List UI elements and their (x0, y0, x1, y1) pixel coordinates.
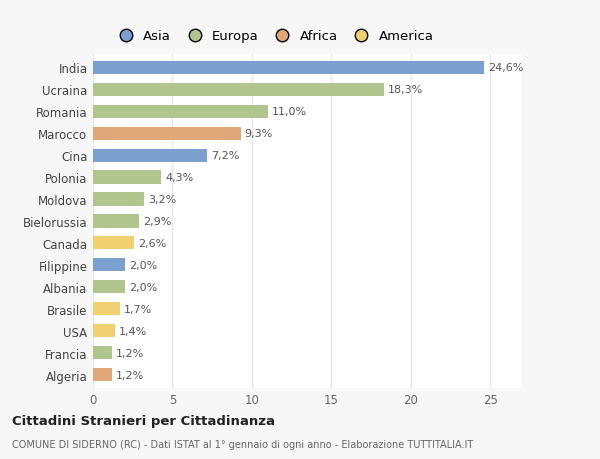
Bar (93, 368, 112, 381)
Bar (93, 215, 139, 228)
Bar (93, 259, 125, 272)
Text: 1,7%: 1,7% (124, 304, 152, 314)
Text: 2,6%: 2,6% (138, 238, 167, 248)
Bar (93, 346, 112, 359)
Text: 11,0%: 11,0% (272, 107, 307, 117)
Text: 24,6%: 24,6% (488, 63, 523, 73)
Bar (93, 280, 125, 294)
Bar (93, 302, 120, 316)
Text: 7,2%: 7,2% (211, 151, 240, 161)
Bar (93, 237, 134, 250)
Bar (93, 149, 208, 162)
Text: 1,4%: 1,4% (119, 326, 148, 336)
Bar (93, 84, 384, 97)
Text: 2,0%: 2,0% (129, 260, 157, 270)
Text: 2,0%: 2,0% (129, 282, 157, 292)
Text: 1,2%: 1,2% (116, 370, 144, 380)
Bar (93, 171, 161, 184)
Bar (93, 325, 115, 337)
Bar (93, 193, 144, 206)
Legend: Asia, Europa, Africa, America: Asia, Europa, Africa, America (107, 25, 439, 49)
Bar (93, 62, 484, 75)
Text: COMUNE DI SIDERNO (RC) - Dati ISTAT al 1° gennaio di ogni anno - Elaborazione TU: COMUNE DI SIDERNO (RC) - Dati ISTAT al 1… (12, 440, 473, 449)
Bar (93, 127, 241, 140)
Text: 18,3%: 18,3% (388, 85, 423, 95)
Text: 4,3%: 4,3% (165, 173, 194, 183)
Text: 1,2%: 1,2% (116, 348, 144, 358)
Text: 9,3%: 9,3% (245, 129, 273, 139)
Text: 2,9%: 2,9% (143, 217, 172, 226)
Bar (93, 106, 268, 118)
Text: Cittadini Stranieri per Cittadinanza: Cittadini Stranieri per Cittadinanza (12, 414, 275, 428)
Text: 3,2%: 3,2% (148, 195, 176, 205)
